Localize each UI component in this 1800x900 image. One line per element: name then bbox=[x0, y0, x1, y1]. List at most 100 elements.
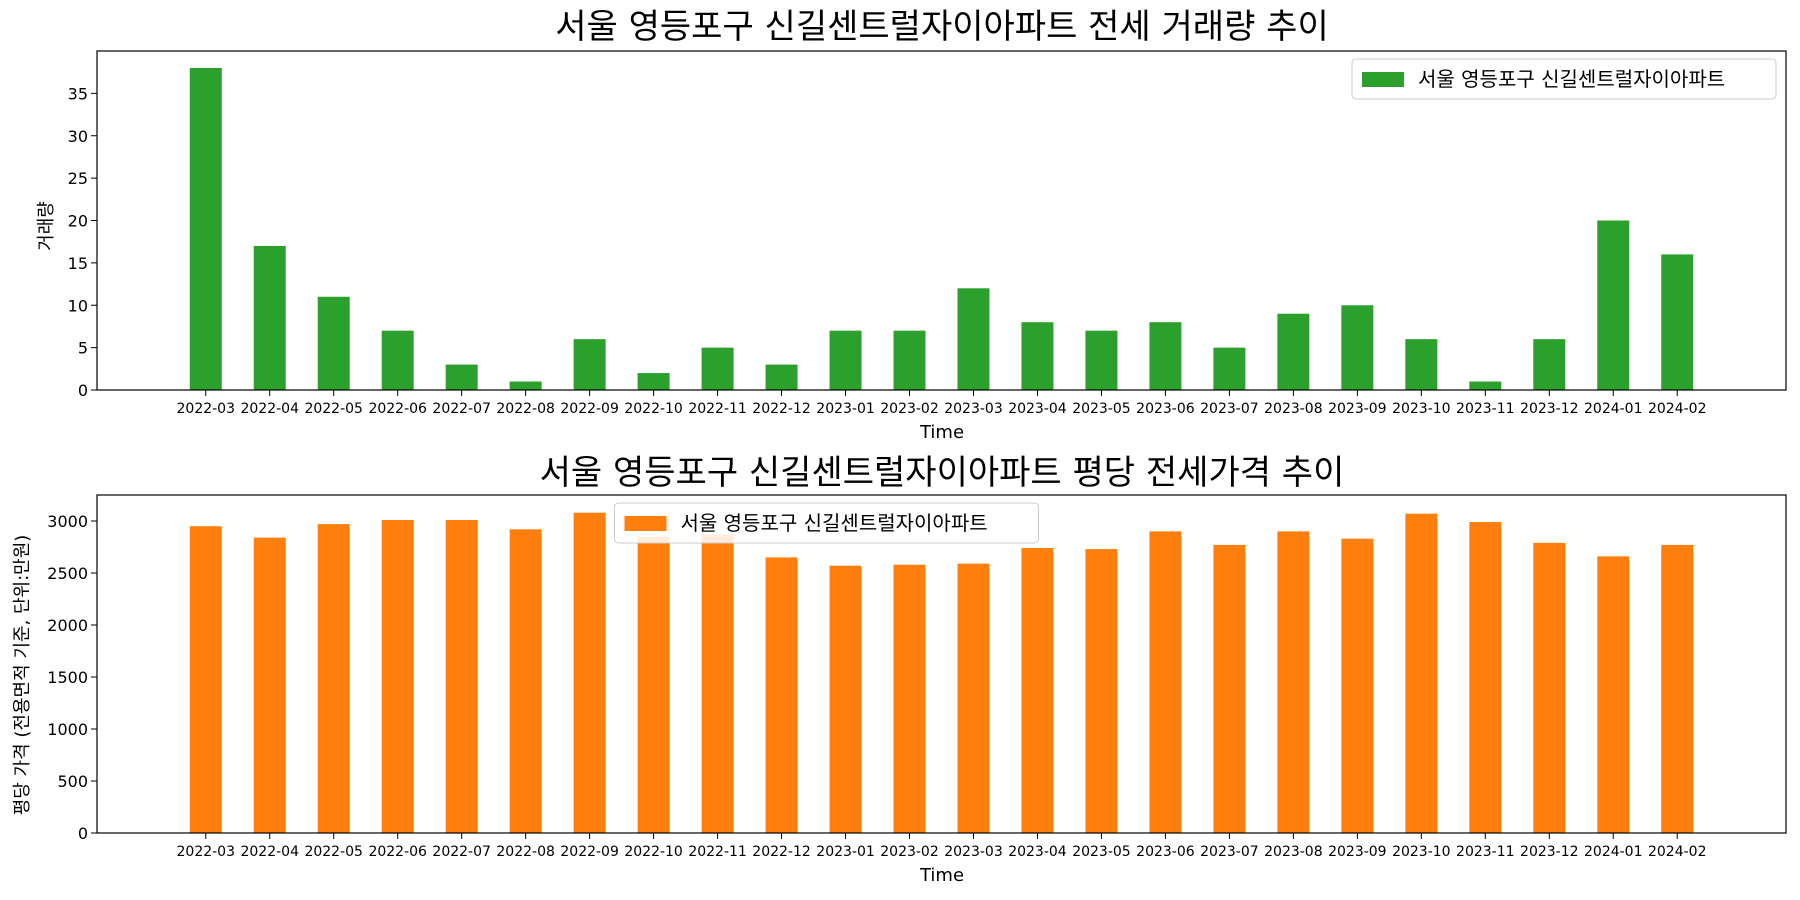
y-tick-label: 5 bbox=[78, 339, 88, 358]
x-tick-label: 2023-01 bbox=[816, 401, 875, 417]
bar bbox=[893, 330, 926, 390]
bar bbox=[1469, 381, 1502, 390]
x-tick-label: 2023-06 bbox=[1136, 401, 1195, 417]
x-tick-label: 2022-10 bbox=[624, 401, 683, 417]
bar bbox=[189, 526, 222, 833]
x-tick-label: 2022-06 bbox=[368, 844, 427, 860]
bar bbox=[509, 381, 542, 390]
x-tick-label: 2022-03 bbox=[177, 844, 236, 860]
x-tick-label: 2023-11 bbox=[1456, 401, 1515, 417]
axes-frame bbox=[96, 494, 1787, 834]
bar bbox=[253, 245, 286, 390]
bar bbox=[381, 519, 414, 833]
x-tick-label: 2022-12 bbox=[752, 401, 811, 417]
y-tick-label: 3000 bbox=[47, 512, 88, 531]
bar bbox=[1085, 549, 1118, 833]
bar bbox=[893, 564, 926, 833]
axes-frame bbox=[96, 50, 1787, 391]
x-tick-label: 2022-07 bbox=[432, 401, 491, 417]
x-tick-label: 2022-11 bbox=[688, 844, 747, 860]
bar bbox=[765, 557, 798, 833]
chart-title: 서울 영등포구 신길센트럴자이아파트 평당 전세가격 추이 bbox=[540, 453, 1345, 493]
legend: 서울 영등포구 신길센트럴자이아파트 bbox=[1351, 58, 1777, 100]
x-tick-label: 2022-08 bbox=[496, 401, 555, 417]
x-tick-label: 2023-08 bbox=[1264, 401, 1323, 417]
bar bbox=[1533, 542, 1566, 833]
legend: 서울 영등포구 신길센트럴자이아파트 bbox=[614, 502, 1039, 544]
x-tick-label: 2023-02 bbox=[880, 401, 939, 417]
x-tick-label: 2022-12 bbox=[752, 844, 811, 860]
x-tick-label: 2023-07 bbox=[1200, 401, 1259, 417]
x-tick-label: 2022-06 bbox=[368, 401, 427, 417]
x-tick-label: 2023-04 bbox=[1008, 401, 1067, 417]
x-tick-label: 2023-01 bbox=[816, 844, 875, 860]
x-tick-label: 2023-10 bbox=[1392, 401, 1451, 417]
bar bbox=[1405, 513, 1438, 833]
x-tick-label: 2023-02 bbox=[880, 844, 939, 860]
bar bbox=[445, 519, 478, 833]
bar bbox=[189, 67, 222, 390]
x-tick-label: 2023-12 bbox=[1520, 401, 1579, 417]
bar bbox=[1213, 544, 1246, 833]
x-tick-label: 2022-04 bbox=[240, 401, 299, 417]
bar bbox=[1341, 538, 1374, 833]
chart-title: 서울 영등포구 신길센트럴자이아파트 전세 거래량 추이 bbox=[555, 7, 1328, 47]
bar bbox=[637, 373, 670, 390]
x-tick-label: 2023-03 bbox=[944, 844, 1003, 860]
x-tick-label: 2024-01 bbox=[1584, 401, 1643, 417]
bar bbox=[701, 347, 734, 391]
bar bbox=[509, 529, 542, 833]
x-tick-label: 2024-02 bbox=[1648, 844, 1707, 860]
bar bbox=[573, 339, 606, 390]
bar bbox=[1597, 220, 1630, 390]
x-tick-label: 2022-05 bbox=[304, 401, 363, 417]
x-axis-label: Time bbox=[919, 422, 964, 443]
plot-area: 0 5 10 15 20 25 30 35 2022-03 2022-04 2022-05 2022-… bbox=[68, 50, 1787, 417]
x-tick-label: 2023-04 bbox=[1008, 844, 1067, 860]
legend-frame bbox=[614, 502, 1039, 544]
x-tick-label: 2022-07 bbox=[432, 844, 491, 860]
x-tick-label: 2023-05 bbox=[1072, 401, 1131, 417]
bar bbox=[829, 330, 862, 390]
x-tick-label: 2023-10 bbox=[1392, 844, 1451, 860]
bar bbox=[701, 534, 734, 833]
y-tick-label: 25 bbox=[68, 169, 88, 188]
y-tick-label: 10 bbox=[68, 296, 88, 315]
x-tick-label: 2023-08 bbox=[1264, 844, 1323, 860]
bar bbox=[445, 364, 478, 390]
y-tick-label: 20 bbox=[68, 212, 88, 231]
bar bbox=[1277, 531, 1310, 833]
y-tick-label: 2500 bbox=[47, 564, 88, 583]
bar bbox=[1469, 522, 1502, 833]
y-tick-label: 2000 bbox=[47, 616, 88, 635]
x-tick-label: 2024-01 bbox=[1584, 844, 1643, 860]
x-tick-label: 2023-07 bbox=[1200, 844, 1259, 860]
y-tick-label: 0 bbox=[78, 381, 88, 400]
y-tick-label: 1500 bbox=[47, 668, 88, 687]
bar bbox=[1021, 322, 1054, 390]
legend-frame bbox=[1351, 58, 1777, 100]
x-tick-label: 2023-03 bbox=[944, 401, 1003, 417]
x-tick-label: 2022-03 bbox=[177, 401, 236, 417]
bar bbox=[381, 330, 414, 390]
legend-label: 서울 영등포구 신길센트럴자이아파트 bbox=[681, 511, 988, 535]
bar bbox=[765, 364, 798, 390]
y-tick-label: 30 bbox=[68, 127, 88, 146]
bar bbox=[317, 296, 350, 390]
chart-volume: 서울 영등포구 신길센트럴자이아파트 전세 거래량 추이 0 5 10 15 20 25 3… bbox=[36, 7, 1787, 443]
bar bbox=[1149, 322, 1182, 390]
y-axis-label: 거래량 bbox=[36, 201, 57, 251]
bar bbox=[1661, 254, 1694, 390]
bar bbox=[637, 536, 670, 833]
bar bbox=[253, 537, 286, 833]
y-axis-label: 평당 가격 (전용면적 기준, 단위:만원) bbox=[12, 535, 33, 816]
chart-price: 서울 영등포구 신길센트럴자이아파트 평당 전세가격 추이 0 500 1000 15… bbox=[12, 453, 1787, 886]
bar bbox=[957, 563, 990, 833]
x-tick-label: 2022-10 bbox=[624, 844, 683, 860]
x-tick-label: 2022-04 bbox=[240, 844, 299, 860]
legend-swatch bbox=[1362, 72, 1404, 87]
legend-label: 서울 영등포구 신길센트럴자이아파트 bbox=[1418, 67, 1725, 91]
bar bbox=[1213, 347, 1246, 391]
x-tick-label: 2022-09 bbox=[560, 844, 619, 860]
